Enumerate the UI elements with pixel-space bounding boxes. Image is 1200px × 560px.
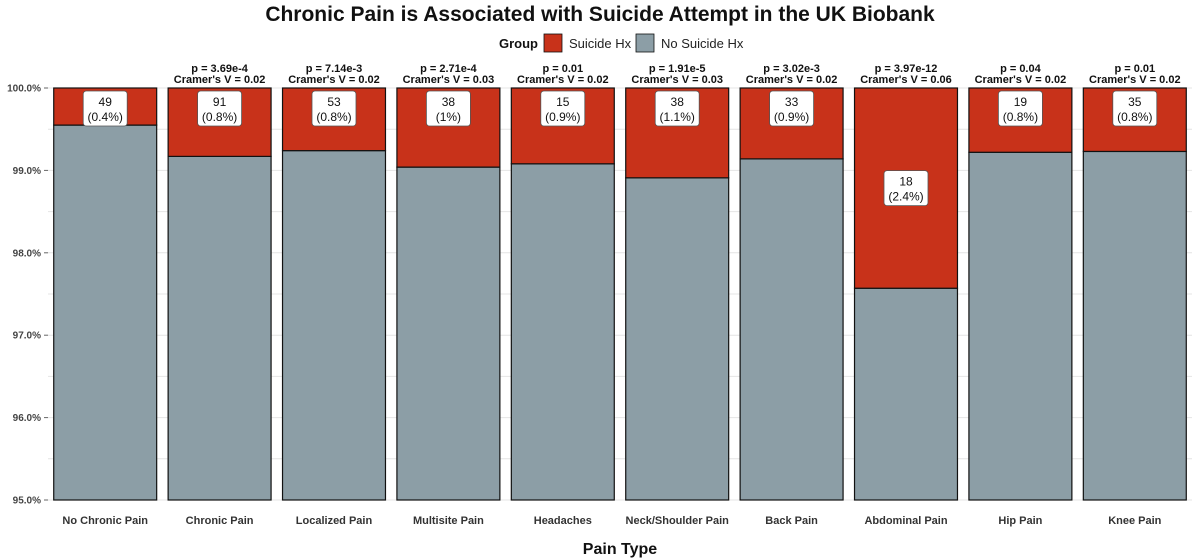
data-label-box <box>540 90 586 127</box>
cramers-v-label: Cramer's V = 0.06 <box>860 74 952 86</box>
cramers-v-label: Cramer's V = 0.02 <box>975 74 1067 86</box>
legend: Group Suicide Hx No Suicide Hx <box>499 33 744 53</box>
x-tick-label: Neck/Shoulder Pain <box>626 515 730 527</box>
legend-title: Group <box>499 36 538 51</box>
x-tick-label: Headaches <box>534 515 592 527</box>
legend-label-suicide-hx: Suicide Hx <box>569 36 632 51</box>
data-label-count: 15 <box>556 95 570 109</box>
legend-swatch-suicide-hx <box>543 33 563 53</box>
bar-segment-no-suicide-hx <box>167 155 272 501</box>
chart-title: Chronic Pain is Associated with Suicide … <box>265 3 935 26</box>
y-axis-ticks: 95.0% 96.0% 97.0% 98.0% 99.0% 100.0% <box>7 84 48 507</box>
p-value-label: p = 3.69e-4 <box>191 63 248 75</box>
bar-segment-no-suicide-hx <box>853 287 959 501</box>
p-value-label: p = 7.14e-3 <box>306 63 363 75</box>
p-value-label: p = 3.97e-12 <box>875 63 938 75</box>
bar-segment-no-suicide-hx <box>625 177 730 501</box>
legend-swatch-no-suicide-hx <box>635 33 655 53</box>
y-tick-label: 98.0% <box>13 248 41 259</box>
data-label-box <box>998 90 1043 127</box>
y-tick-label: 97.0% <box>13 331 41 342</box>
data-label-count: 35 <box>1128 95 1142 109</box>
cramers-v-label: Cramer's V = 0.02 <box>288 74 380 86</box>
data-label-percent: (0.9%) <box>545 110 580 124</box>
data-label-percent: (0.8%) <box>1003 110 1038 124</box>
legend-label-no-suicide-hx: No Suicide Hx <box>661 36 744 51</box>
data-label-count: 38 <box>671 95 685 109</box>
bar-segment-no-suicide-hx <box>1082 150 1187 501</box>
bar-segment-no-suicide-hx <box>739 158 844 501</box>
cramers-v-label: Cramer's V = 0.02 <box>746 74 838 86</box>
p-value-label: p = 3.02e-3 <box>763 63 820 75</box>
data-label-box <box>883 170 929 207</box>
cramers-v-label: Cramer's V = 0.02 <box>174 74 266 86</box>
data-label-count: 18 <box>899 175 913 189</box>
data-label-count: 19 <box>1014 95 1028 109</box>
data-label-percent: (0.8%) <box>202 110 237 124</box>
bar-segment-no-suicide-hx <box>396 166 501 501</box>
x-tick-label: Knee Pain <box>1108 515 1161 527</box>
data-label-percent: (0.8%) <box>316 110 351 124</box>
cramers-v-label: Cramer's V = 0.02 <box>1089 74 1181 86</box>
bar-segment-no-suicide-hx <box>510 163 615 501</box>
x-tick-label: Chronic Pain <box>186 515 254 527</box>
y-tick-label: 100.0% <box>7 84 41 95</box>
data-label-count: 53 <box>327 95 341 109</box>
data-label-percent: (0.4%) <box>88 110 123 124</box>
data-label-box <box>425 90 471 127</box>
p-value-label: p = 0.04 <box>1000 63 1042 75</box>
x-tick-label: No Chronic Pain <box>62 515 148 527</box>
bar-segment-no-suicide-hx <box>53 124 158 501</box>
p-value-label: p = 1.91e-5 <box>649 63 706 75</box>
data-label-box <box>82 90 128 127</box>
bars: 49(0.4%)91(0.8%)53(0.8%)38(1%)15(0.9%)38… <box>53 87 1187 501</box>
x-axis-ticks: No Chronic Pain Chronic Pain Localized Pai… <box>62 515 1161 527</box>
p-value-label: p = 0.01 <box>1114 63 1155 75</box>
data-label-box <box>311 90 357 127</box>
p-value-label: p = 2.71e-4 <box>420 63 477 75</box>
data-label-box <box>1112 90 1158 127</box>
x-axis-label: Pain Type <box>583 541 657 558</box>
data-label-box <box>769 90 814 127</box>
data-label-count: 33 <box>785 95 799 109</box>
x-tick-label: Hip Pain <box>998 515 1042 527</box>
data-label-percent: (1%) <box>436 110 461 124</box>
cramers-v-label: Cramer's V = 0.02 <box>517 74 609 86</box>
data-label-percent: (1.1%) <box>660 110 695 124</box>
data-label-count: 91 <box>213 95 227 109</box>
cramers-v-label: Cramer's V = 0.03 <box>403 74 495 86</box>
y-tick-label: 96.0% <box>13 413 41 424</box>
x-tick-label: Abdominal Pain <box>864 515 947 527</box>
cramers-v-label: Cramer's V = 0.03 <box>631 74 723 86</box>
bar-segment-no-suicide-hx <box>968 151 1073 501</box>
y-tick-label: 99.0% <box>13 166 41 177</box>
data-label-percent: (2.4%) <box>888 190 923 204</box>
x-tick-label: Localized Pain <box>296 515 373 527</box>
x-tick-label: Back Pain <box>765 515 818 527</box>
data-label-percent: (0.8%) <box>1117 110 1152 124</box>
y-tick-label: 95.0% <box>13 496 41 507</box>
data-label-box <box>654 90 700 127</box>
bar-segment-no-suicide-hx <box>281 150 387 501</box>
x-tick-label: Multisite Pain <box>413 515 484 527</box>
data-label-box <box>197 90 243 127</box>
data-label-percent: (0.9%) <box>774 110 809 124</box>
p-value-label: p = 0.01 <box>542 63 583 75</box>
data-label-count: 49 <box>99 95 113 109</box>
data-label-count: 38 <box>442 95 456 109</box>
